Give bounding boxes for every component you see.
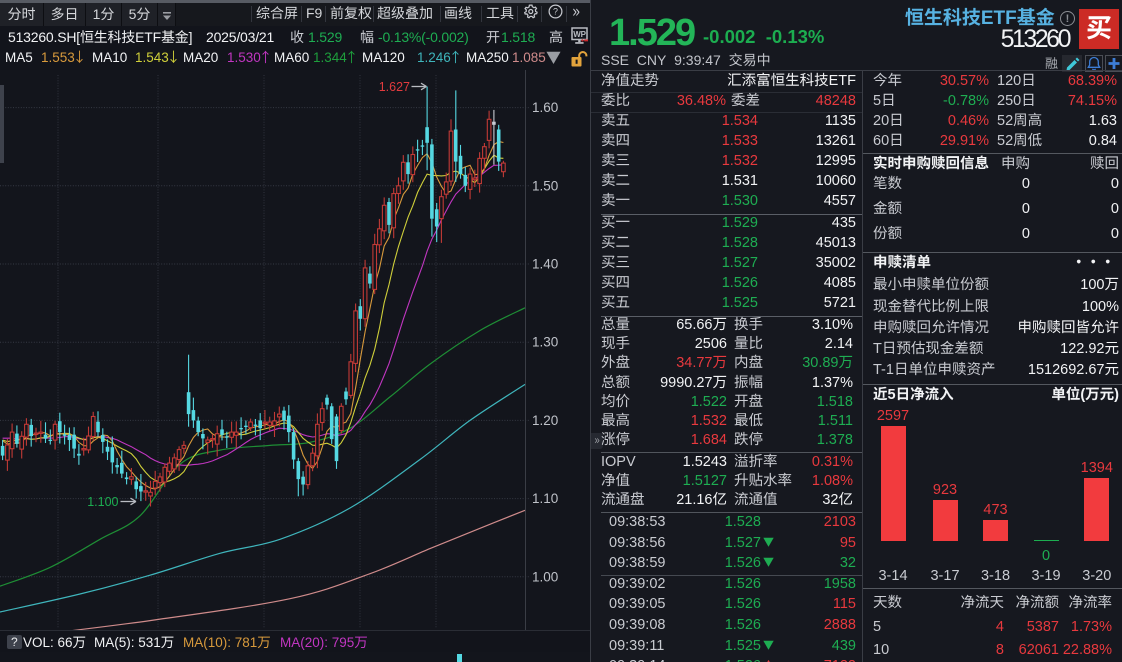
svg-text:1.20: 1.20 — [532, 413, 558, 428]
svg-text:1.00: 1.00 — [532, 569, 558, 584]
svg-text:1.40: 1.40 — [532, 257, 558, 272]
svg-text:1.10: 1.10 — [532, 491, 558, 506]
svg-text:1.60: 1.60 — [532, 100, 558, 115]
svg-text:1.100: 1.100 — [87, 495, 118, 509]
svg-text:1.627: 1.627 — [379, 80, 410, 94]
svg-text:WP: WP — [573, 30, 586, 39]
svg-text:?: ? — [553, 7, 558, 17]
svg-text:1.50: 1.50 — [532, 178, 558, 193]
svg-text:1.30: 1.30 — [532, 335, 558, 350]
